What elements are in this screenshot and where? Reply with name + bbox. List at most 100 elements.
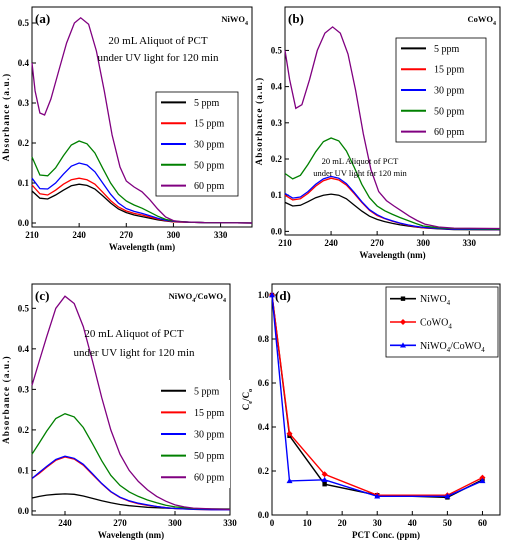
chart-title: NiWO4/CoWO4 [169, 291, 226, 304]
data-point [479, 477, 486, 484]
subscript: 4 [192, 298, 195, 304]
x-tick-label: 330 [223, 518, 237, 528]
subscript: 4 [447, 299, 451, 307]
series-line [271, 294, 483, 496]
legend-label: 5 ppm [434, 44, 460, 55]
subscript: 4 [448, 323, 452, 331]
data-point [269, 292, 275, 298]
text-span: /C [241, 392, 251, 402]
legend-label: CoWO4 [420, 318, 452, 331]
panel-label: (c) [35, 288, 49, 303]
series-line [284, 26, 501, 230]
y-tick-label: 0.1 [18, 178, 30, 188]
x-axis-label: PCT Conc. (ppm) [352, 530, 420, 540]
y-tick-label: 0.5 [18, 303, 30, 313]
text-span: /CoWO [194, 291, 223, 301]
y-tick-label: 0.3 [18, 384, 30, 394]
x-tick-label: 40 [408, 518, 418, 528]
y-tick-label: 0.2 [258, 466, 270, 476]
legend-marker [400, 296, 406, 301]
text-span: CoWO [420, 318, 448, 329]
annotation-text: 20 mL Aliquot of PCT [84, 328, 183, 340]
data-point [322, 482, 327, 487]
legend-label: NiWO4 [420, 294, 451, 307]
panel-c: 240 270 300 330 0.0 0.1 0.2 0.3 0.4 0.5 Wavelength… [1, 283, 237, 540]
y-tick-label: 0.4 [18, 344, 30, 354]
x-tick-label: 240 [72, 230, 86, 240]
y-axis-label: Absorbance (a.u.) [1, 73, 11, 162]
legend-label: 15 ppm [194, 408, 225, 419]
y-tick-label: 0.4 [271, 82, 283, 92]
x-tick-label: 270 [370, 238, 384, 248]
x-axis-label: Wavelength (nm) [98, 530, 164, 540]
legend: 5 ppm 15 ppm 30 ppm 50 ppm 60 ppm [155, 91, 239, 197]
data-point [444, 493, 451, 499]
text-span: NiWO [420, 294, 447, 305]
x-tick-label: 300 [167, 230, 181, 240]
y-axis-label: Absorbance (a.u.) [1, 355, 11, 444]
y-tick-label: 0.4 [258, 422, 270, 432]
series-line [284, 193, 501, 231]
x-tick-label: 0 [270, 518, 275, 528]
legend-label: 60 ppm [194, 473, 225, 484]
data-point [321, 476, 328, 482]
panel-d: 0 10 20 30 40 50 60 0.0 0.2 0.4 0.6 0.8 1.0 PCT Conc.… [241, 283, 501, 540]
y-tick-label: 0.2 [18, 138, 30, 148]
subscript: o [247, 389, 254, 392]
plot-frame [284, 6, 501, 236]
legend-label: 15 ppm [434, 65, 465, 76]
legend: 5 ppm 15 ppm 30 ppm 50 ppm 60 ppm [395, 37, 487, 143]
data-point [286, 430, 293, 437]
subscript: 4 [245, 21, 248, 27]
y-tick-label: 1.0 [258, 290, 270, 300]
legend-label: NiWO4/CoWO4 [420, 341, 485, 354]
series-line [271, 294, 483, 497]
legend-label: 30 ppm [434, 86, 465, 97]
series-line [31, 455, 230, 511]
x-tick-label: 270 [113, 518, 127, 528]
y-tick-label: 0.2 [271, 154, 283, 164]
text-span: NiWO [221, 14, 245, 24]
x-tick-label: 50 [443, 518, 453, 528]
data-point [286, 477, 293, 484]
legend: 5 ppm 15 ppm 30 ppm 50 ppm 60 ppm [156, 380, 230, 488]
y-tick-label: 0.6 [258, 378, 270, 388]
series-line [31, 140, 253, 224]
text-span: /CoWO [450, 341, 481, 352]
y-tick-label: 0.1 [271, 190, 283, 200]
subscript: 4 [447, 346, 451, 354]
subscript: e [247, 401, 254, 404]
data-point [321, 471, 328, 478]
x-tick-label: 10 [303, 518, 313, 528]
panel-label: (d) [275, 288, 291, 303]
x-tick-label: 300 [168, 518, 182, 528]
legend-label: 50 ppm [434, 106, 465, 117]
x-tick-label: 210 [278, 238, 292, 248]
y-tick-label: 0.2 [18, 425, 30, 435]
subscript: 4 [223, 298, 226, 304]
text-span: NiWO [169, 291, 193, 301]
x-tick-label: 210 [25, 230, 39, 240]
legend-label: 15 ppm [194, 119, 225, 130]
x-tick-label: 330 [463, 238, 477, 248]
chart-title: NiWO4 [221, 14, 248, 27]
plot-frame [31, 6, 253, 228]
y-tick-label: 0.4 [18, 58, 30, 68]
y-tick-label: 0.1 [18, 465, 30, 475]
series-line [284, 177, 501, 231]
annotation-text: 20 mL Aliquot of PCT [322, 156, 399, 166]
panel-a: 210 240 270 300 330 0.0 0.1 0.2 0.3 0.4 0.5 Wavelen… [1, 6, 253, 252]
series-line [31, 16, 253, 224]
y-tick-label: 0.5 [271, 45, 283, 55]
panel-label: (b) [288, 11, 304, 26]
text-span: C [241, 404, 251, 411]
y-tick-label: 0.3 [18, 98, 30, 108]
data-point [374, 493, 381, 499]
x-tick-label: 330 [214, 230, 228, 240]
series-line [284, 137, 501, 230]
legend-label: 30 ppm [194, 140, 225, 151]
legend-label: 50 ppm [194, 160, 225, 171]
annotation-text: 20 mL Aliquot of PCT [108, 35, 207, 47]
